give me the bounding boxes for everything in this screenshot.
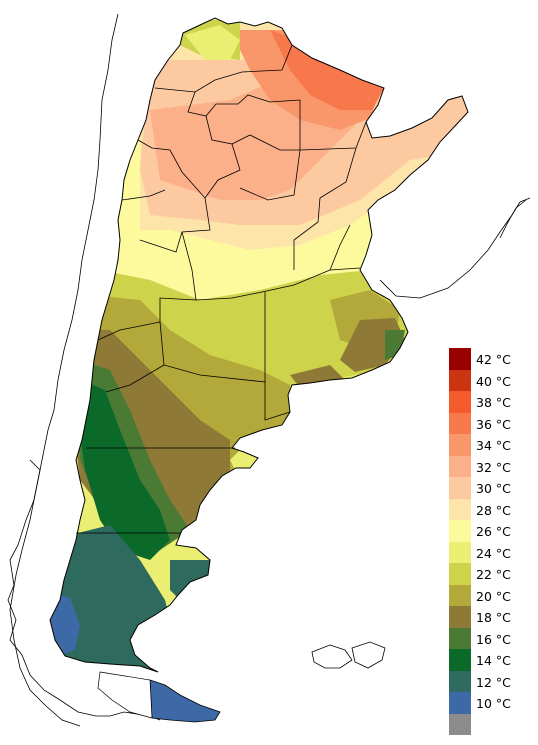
legend-label: 32 °C: [476, 459, 511, 475]
legend-swatch: [449, 520, 471, 542]
patagonian-fjord-line: [7, 459, 161, 721]
legend-swatch: [449, 412, 471, 434]
legend-swatch: [449, 391, 471, 413]
legend-swatch: [449, 563, 471, 585]
legend-item: 38 °C: [449, 391, 529, 413]
legend-label: 30 °C: [476, 481, 511, 496]
legend-label: 20 °C: [476, 588, 511, 604]
legend-label: 36 °C: [476, 416, 511, 432]
legend-swatch: [449, 606, 471, 628]
legend-label: 14 °C: [476, 653, 511, 668]
legend-swatch: [449, 692, 471, 714]
legend-label: 24 °C: [476, 545, 511, 561]
lagoon-line: [499, 199, 527, 239]
legend-item: 14 °C: [449, 649, 529, 671]
legend-item: [449, 713, 529, 735]
legend-swatch: [449, 455, 471, 477]
legend-swatch: [449, 369, 471, 391]
legend-item: 36 °C: [449, 412, 529, 434]
legend-label: 26 °C: [476, 524, 511, 539]
legend-item: 24 °C: [449, 541, 529, 563]
legend-label: 42 °C: [476, 352, 511, 367]
tierra-del-fuego: [149, 679, 221, 723]
legend-label: 16 °C: [476, 631, 511, 647]
legend-swatch: [449, 541, 471, 563]
legend-label: 38 °C: [476, 395, 511, 410]
legend-swatch: [449, 670, 471, 692]
malvinas-islands: [311, 641, 386, 669]
legend-label: 22 °C: [476, 567, 511, 582]
legend-item: 30 °C: [449, 477, 529, 499]
legend-item: 28 °C: [449, 498, 529, 520]
argentina-outline: [49, 17, 469, 673]
legend-item: 10 °C: [449, 692, 529, 714]
legend-swatch: [449, 348, 471, 370]
legend-item: 20 °C: [449, 584, 529, 606]
legend-item: 26 °C: [449, 520, 529, 542]
legend-label: 40 °C: [476, 373, 511, 389]
legend-label: 34 °C: [476, 438, 511, 453]
legend-label: 18 °C: [476, 610, 511, 625]
uruguay-brazil-coast-line: [379, 197, 531, 299]
legend-item: 34 °C: [449, 434, 529, 456]
legend-swatch: [449, 498, 471, 520]
legend-swatch: [449, 584, 471, 606]
legend-label: 10 °C: [476, 696, 511, 711]
legend-swatch: [449, 434, 471, 456]
legend-item: 16 °C: [449, 627, 529, 649]
legend-item: 12 °C: [449, 670, 529, 692]
legend-item: 32 °C: [449, 455, 529, 477]
legend-item: 40 °C: [449, 369, 529, 391]
legend-item: 42 °C: [449, 348, 529, 370]
legend-swatch: [449, 649, 471, 671]
tierra-del-fuego-west: [97, 671, 153, 719]
province-borders: [76, 44, 367, 534]
legend-label: 28 °C: [476, 502, 511, 518]
legend-label: 12 °C: [476, 674, 511, 690]
chile-coast-line: [9, 13, 119, 727]
legend-swatch: [449, 627, 471, 649]
temperature-legend: 42 °C 40 °C 38 °C 36 °C 34 °C 32 °C 30 °C 28 °C…: [449, 348, 529, 735]
legend-item: 22 °C: [449, 563, 529, 585]
neighbor-outlines: [7, 13, 531, 727]
legend-item: 18 °C: [449, 606, 529, 628]
legend-swatch: [449, 713, 471, 735]
legend-swatch: [449, 477, 471, 499]
